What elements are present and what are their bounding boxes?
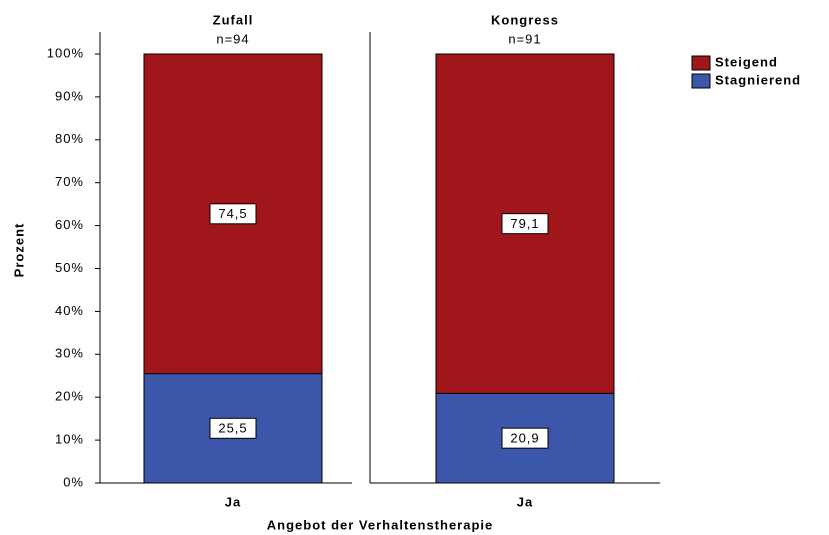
legend-swatch	[691, 73, 711, 89]
value-label-box	[209, 417, 257, 439]
legend-label: Steigend	[715, 54, 778, 69]
y-tick-label: 80%	[55, 131, 84, 146]
panel-title: Zufall	[213, 12, 254, 27]
x-axis-label: Angebot der Verhaltenstherapie	[267, 517, 494, 532]
value-label: 79,1	[510, 216, 539, 231]
value-label-box	[501, 427, 549, 449]
legend-swatch	[691, 55, 711, 71]
y-tick-label: 20%	[55, 389, 84, 404]
panel-subtitle: n=94	[216, 31, 249, 46]
y-axis-label: Prozent	[11, 223, 26, 278]
y-tick-label: 60%	[55, 217, 84, 232]
y-tick-label: 0%	[63, 474, 84, 489]
value-label-box	[209, 203, 257, 225]
value-label: 20,9	[510, 431, 539, 446]
y-tick-label: 10%	[55, 432, 84, 447]
value-label: 74,5	[218, 206, 247, 221]
y-tick-label: 100%	[47, 45, 84, 60]
y-tick-label: 50%	[55, 260, 84, 275]
y-tick-label: 90%	[55, 88, 84, 103]
y-tick-label: 40%	[55, 303, 84, 318]
value-label-box	[501, 213, 549, 235]
y-tick-label: 70%	[55, 174, 84, 189]
x-tick-label: Ja	[225, 494, 241, 509]
panel-subtitle: n=91	[508, 31, 541, 46]
value-label: 25,5	[218, 421, 247, 436]
y-tick-label: 30%	[55, 346, 84, 361]
x-tick-label: Ja	[517, 494, 533, 509]
legend-label: Stagnierend	[715, 72, 801, 87]
panel-title: Kongress	[491, 12, 559, 27]
